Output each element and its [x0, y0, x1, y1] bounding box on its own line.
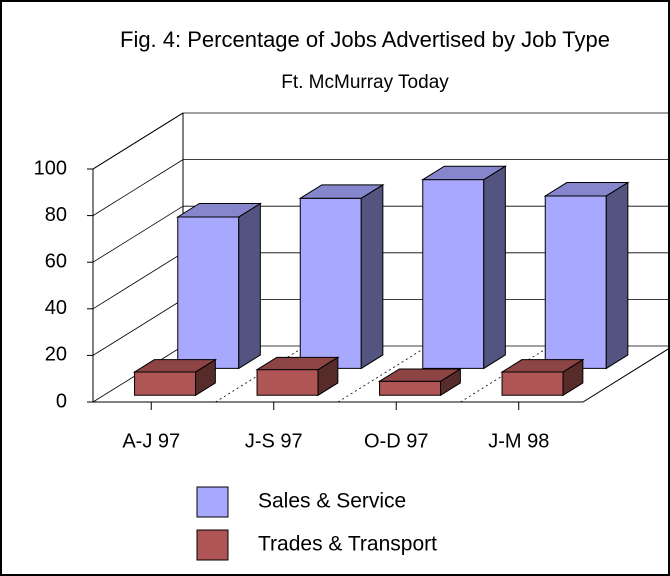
x-tick-label: A-J 97 [122, 430, 180, 452]
grid-line-side [92, 252, 184, 310]
legend-swatch [196, 529, 229, 561]
y-tick-label: 80 [45, 204, 67, 226]
legend-swatch [196, 486, 229, 518]
bar-front [544, 195, 607, 369]
y-tick-label: 40 [45, 297, 67, 319]
x-tick-label: J-M 98 [488, 430, 549, 452]
bar-side [483, 165, 506, 370]
bar-front [379, 380, 442, 396]
bar-top [175, 203, 263, 218]
grid-line-side [92, 299, 184, 356]
bar [543, 181, 630, 370]
bar [298, 183, 385, 370]
bar-front [422, 179, 485, 369]
bar [500, 358, 585, 397]
bar-top [543, 182, 630, 197]
bar [132, 358, 218, 397]
y-tick-label: 20 [45, 344, 67, 366]
bar-top [377, 368, 463, 382]
bar-top [420, 165, 508, 181]
grid-line-side [92, 205, 184, 263]
floor [90, 345, 670, 403]
chart-title: Fig. 4: Percentage of Jobs Advertised by… [120, 27, 610, 52]
bar-side [605, 181, 629, 370]
x-tick-label: J-S 97 [245, 430, 303, 452]
bar-front [256, 369, 319, 396]
grid-line-side [92, 159, 184, 216]
bar-front [501, 371, 564, 396]
bar-side [238, 202, 261, 370]
bar [175, 202, 263, 370]
bar [420, 165, 508, 370]
bar-front [299, 197, 362, 369]
bar-side [360, 183, 384, 370]
x-tick-label: O-D 97 [364, 430, 428, 452]
bar [377, 368, 463, 397]
bar-top [255, 356, 340, 371]
legend-label: Sales & Service [258, 490, 406, 513]
bar-front [134, 371, 197, 396]
grid-line-side [92, 112, 184, 170]
y-tick-label: 100 [34, 157, 67, 179]
bar [255, 356, 340, 397]
y-tick-label: 60 [45, 250, 67, 272]
bar-front [177, 216, 240, 369]
y-tick-label: 0 [56, 390, 67, 412]
chart-subtitle: Ft. McMurray Today [281, 72, 449, 93]
bar-top [500, 359, 585, 373]
legend-label: Trades & Transport [258, 533, 437, 556]
bar-top [298, 184, 385, 199]
bar-top [132, 359, 218, 373]
